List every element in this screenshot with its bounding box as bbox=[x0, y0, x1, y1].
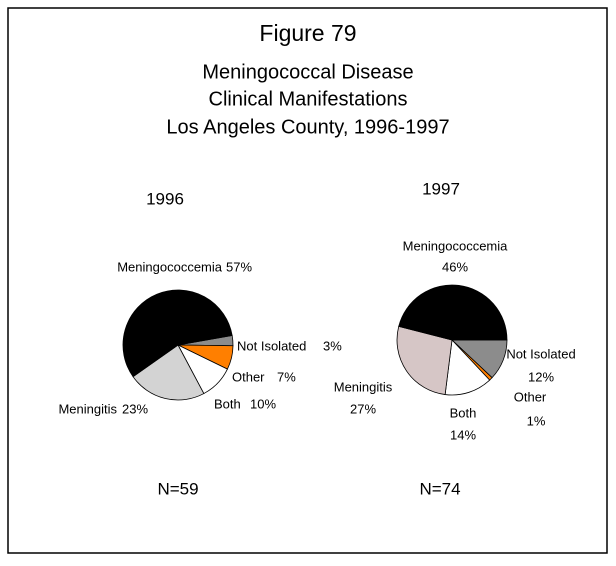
slice-label: Not Isolated bbox=[237, 338, 306, 353]
title-line: Clinical Manifestations bbox=[209, 88, 408, 110]
slice-value-label: 23% bbox=[122, 401, 148, 416]
slice-value-label: 12% bbox=[528, 369, 554, 384]
slice-value-label: 46% bbox=[442, 259, 468, 274]
pie-slice bbox=[122, 289, 233, 378]
slice-value-label: 1% bbox=[527, 413, 546, 428]
slice-value-label: 14% bbox=[450, 427, 476, 442]
slice-value-label: 57% bbox=[226, 259, 252, 274]
slice-label: Not Isolated bbox=[506, 346, 575, 361]
slice-label: Both bbox=[214, 396, 241, 411]
pie-slice bbox=[396, 325, 453, 396]
slice-label: Meningitis bbox=[334, 379, 393, 394]
pie-slice bbox=[132, 344, 205, 401]
slice-value-label: 3% bbox=[323, 338, 342, 353]
slice-label: Meningitis bbox=[58, 401, 117, 416]
frame bbox=[7, 7, 608, 554]
slice-value-label: 10% bbox=[250, 396, 276, 411]
pie-slice bbox=[398, 284, 508, 341]
title-line: Los Angeles County, 1996-1997 bbox=[166, 116, 449, 138]
slice-label: Meningococcemia bbox=[117, 259, 223, 274]
pie-note: N=74 bbox=[419, 479, 460, 498]
pie-title: 1997 bbox=[422, 179, 460, 198]
pie-title: 1996 bbox=[146, 189, 184, 208]
figure-number: Figure 79 bbox=[259, 20, 356, 46]
title-line: Meningococcal Disease bbox=[202, 61, 413, 83]
pie-note: N=59 bbox=[157, 479, 198, 498]
slice-value-label: 7% bbox=[277, 369, 296, 384]
slice-label: Both bbox=[450, 405, 477, 420]
slice-label: Other bbox=[232, 369, 265, 384]
slice-value-label: 27% bbox=[350, 401, 376, 416]
slice-label: Meningococcemia bbox=[403, 238, 509, 253]
slice-label: Other bbox=[514, 389, 547, 404]
